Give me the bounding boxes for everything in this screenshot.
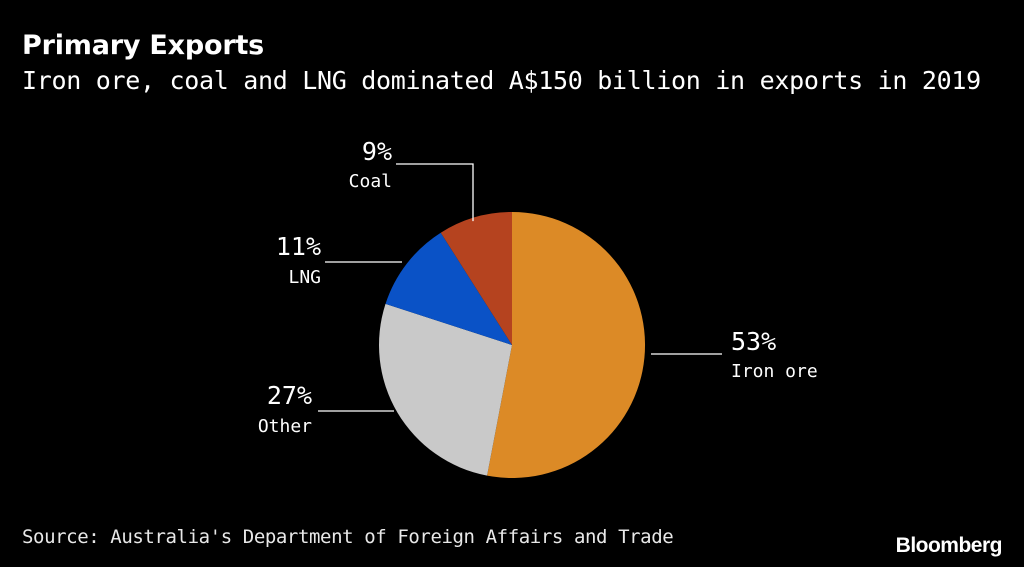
leader-line-coal [396, 163, 474, 222]
bloomberg-logo: Bloomberg [895, 534, 1003, 557]
chart-subtitle: Iron ore, coal and LNG dominated A$150 b… [22, 66, 981, 95]
value-label-coal: 9% [362, 137, 392, 166]
value-label-iron-ore: 53% [731, 327, 776, 356]
chart-title: Primary Exports [22, 30, 265, 61]
category-label-lng: LNG [288, 267, 321, 288]
pie-slice-coal [440, 212, 512, 345]
category-label-other: Other [258, 416, 312, 437]
category-label-iron-ore: Iron ore [731, 361, 818, 382]
pie-slice-iron-ore [487, 212, 646, 478]
source-note: Source: Australia's Department of Foreig… [22, 526, 674, 548]
pie-slice-other [379, 303, 512, 476]
value-label-lng: 11% [276, 232, 321, 261]
category-label-coal: Coal [349, 171, 392, 192]
value-label-other: 27% [267, 381, 312, 410]
pie-slice-lng [385, 232, 512, 345]
